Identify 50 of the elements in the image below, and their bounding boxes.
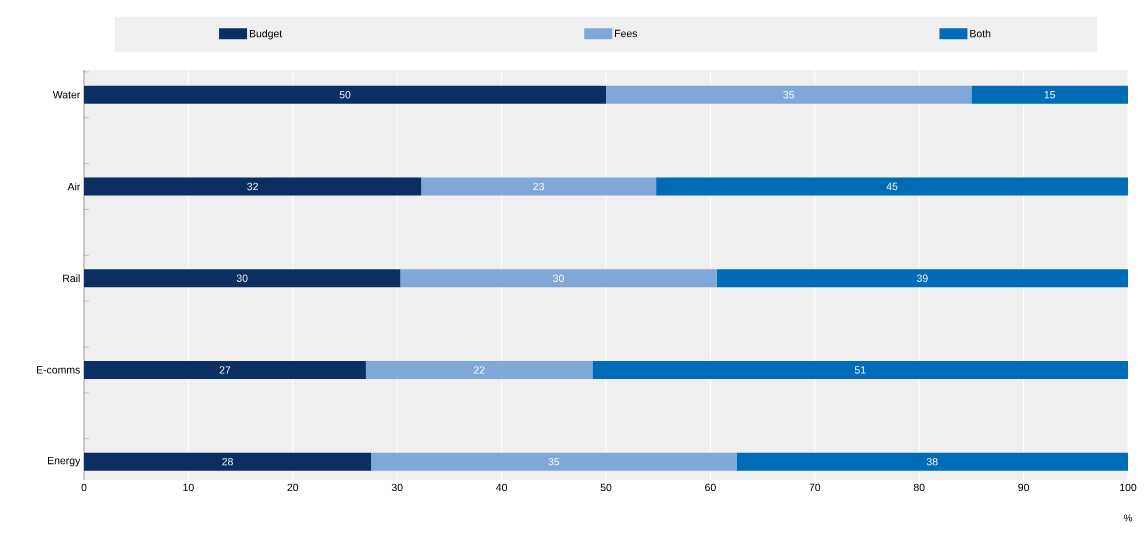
bar [971,85,1129,104]
x-tick-label: 30 [391,483,403,492]
data-label: 28 [222,457,233,466]
data-label: 15 [1044,91,1056,99]
data-label: 45 [886,182,898,191]
data-label: 27 [219,366,231,374]
x-axis-title: % [1123,514,1133,522]
bar [84,269,401,288]
legend-label: Both [970,29,991,38]
legend-label: Budget [249,29,283,40]
bar [400,269,717,288]
x-tick-label: 0 [81,483,87,492]
bar [736,452,1129,471]
bar [371,452,737,471]
data-label: 51 [854,366,866,374]
data-label: 35 [548,457,560,466]
bar [716,269,1129,288]
bar [365,360,593,379]
bar [84,85,606,104]
bar [84,452,372,471]
data-label: 39 [916,274,928,282]
data-label: 50 [339,91,351,99]
legend-label: Fees [615,29,638,38]
bar [656,177,1129,196]
data-label: 32 [247,182,258,191]
x-tick-label: 40 [496,483,508,492]
x-tick-label: 80 [913,483,925,492]
data-label: 35 [783,91,795,99]
bar [84,360,366,379]
y-tick-label: Rail [63,274,80,283]
x-tick-label: 100 [1120,483,1137,492]
x-tick-label: 20 [287,483,299,492]
y-tick-label: Energy [48,456,81,467]
x-tick-label: 60 [705,483,716,492]
data-label: 30 [553,274,564,282]
y-tick-label: Air [67,182,81,191]
y-tick-label: E-comms [37,366,80,374]
bar [84,177,422,196]
x-tick-label: 50 [600,483,612,492]
x-tick-label: 10 [183,483,194,492]
x-tick-label: 70 [809,483,821,492]
bar [592,360,1129,379]
y-tick-label: Water [52,91,81,99]
x-tick-label: 90 [1018,483,1030,492]
data-label: 38 [926,457,938,466]
data-label: 30 [236,274,248,282]
bar [606,85,972,104]
bar [421,177,657,196]
data-label: 22 [473,366,485,374]
data-label: 23 [533,182,545,191]
